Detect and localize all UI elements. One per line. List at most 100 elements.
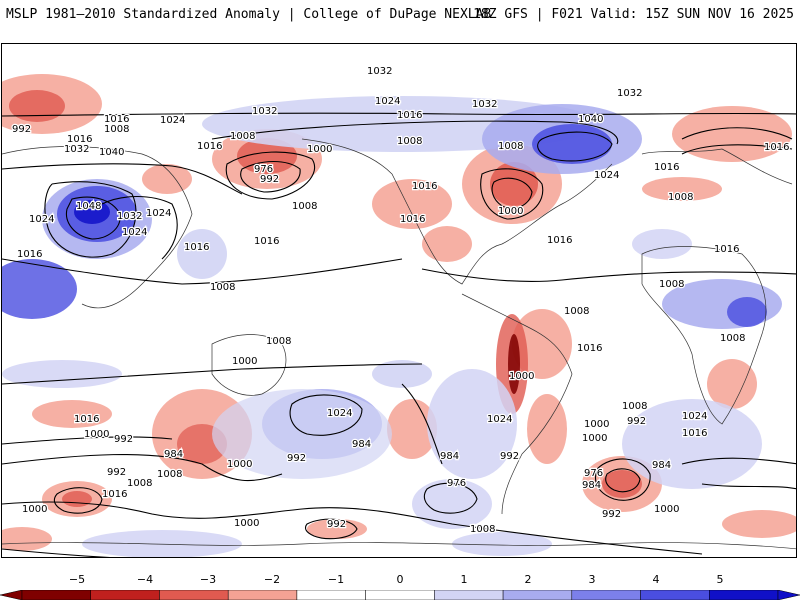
isobar-label: 1008 (266, 336, 291, 347)
isobar-label: 1016 (547, 235, 572, 246)
isobar-label: 1008 (564, 306, 589, 317)
coastline-africa (641, 246, 767, 425)
isobar-label: 1000 (654, 504, 679, 515)
isobar-label: 1016 (412, 181, 437, 192)
isobar (595, 458, 651, 501)
isobar-label: 1000 (582, 433, 607, 444)
isobar-label: 984 (352, 439, 371, 450)
isobar-label: 984 (440, 451, 459, 462)
coastlines (2, 138, 796, 550)
isobar (2, 363, 423, 385)
isobar (289, 394, 363, 436)
isobar-label: 1032 (117, 211, 142, 222)
isobar (605, 468, 641, 493)
colorbar-tick-label: 2 (524, 573, 532, 586)
colorbar-arrow-left (0, 590, 23, 600)
model-run-info: 18Z GFS | F021 Valid: 15Z SUN NOV 16 202… (473, 7, 794, 22)
isobar-label: 1032 (472, 99, 497, 110)
isobar (681, 144, 793, 155)
isobar-label: 992 (287, 453, 306, 464)
colorbar-segment (434, 590, 504, 600)
colorbar: −5 −4 −3 −2 −1 0 1 2 3 4 5 (0, 570, 800, 600)
isobar (401, 383, 443, 465)
isobar (2, 112, 796, 117)
pos-anomaly (727, 297, 767, 327)
isobar-label: 1016 (764, 142, 789, 153)
isobar (701, 483, 796, 490)
colorbar-strip (0, 590, 800, 600)
isobar-label: 1016 (682, 428, 707, 439)
isobar-label: 1040 (578, 114, 603, 125)
isobar-label: 1016 (577, 343, 602, 354)
isobar-label: 1024 (29, 214, 54, 225)
colorbar-tick-label: 5 (716, 573, 724, 586)
isobar-label: 984 (164, 449, 183, 460)
isobar (101, 196, 178, 260)
isobar (65, 196, 121, 240)
neg-anomaly (142, 164, 192, 194)
map-canvas[interactable]: 1032 1032 1024 1032 1040 1032 992 1016 1… (2, 44, 797, 558)
isobar-label: 1016 (714, 244, 739, 255)
isobar-label: 1000 (509, 371, 534, 382)
colorbar-tick-label: −2 (263, 573, 281, 586)
isobar-label: 1016 (400, 214, 425, 225)
isobar-label: 1016 (184, 242, 209, 253)
isobar-label: 976 (254, 164, 273, 175)
isobar (2, 258, 403, 285)
isobar (240, 160, 301, 193)
isobar-label: 1048 (76, 201, 101, 212)
isobar (211, 120, 619, 145)
isobar-label: 1024 (594, 170, 619, 181)
isobar-label: 1008 (127, 478, 152, 489)
neg-anomaly (672, 106, 792, 162)
anomaly-map[interactable]: 1032 1032 1024 1032 1040 1032 992 1016 1… (1, 43, 797, 558)
neg-anomaly (9, 90, 65, 122)
isobar (304, 518, 358, 540)
neg-anomaly (387, 399, 437, 459)
isobar-label: 976 (584, 468, 603, 479)
isobar (225, 151, 315, 200)
isobar-label: 1008 (157, 469, 182, 480)
isobar-label: 1024 (375, 96, 400, 107)
neg-anomaly (642, 177, 722, 201)
isobar (537, 131, 613, 162)
isobar-label: 1008 (470, 524, 495, 535)
coastline-south-america (461, 293, 573, 515)
isobar-label: 1032 (367, 66, 392, 77)
isobar (2, 436, 173, 445)
isobar-label: 1016 (654, 162, 679, 173)
colorbar-segment (502, 590, 573, 600)
isobar-label: 992 (602, 509, 621, 520)
neg-anomaly (602, 470, 642, 498)
isobar-label: 1016 (67, 134, 92, 145)
isobar (681, 127, 793, 140)
isobar (2, 548, 110, 557)
isobar-label: 1008 (720, 333, 745, 344)
isobar-label: 992 (327, 519, 346, 530)
isobar-label: 1024 (487, 414, 512, 425)
isobar-label: 992 (500, 451, 519, 462)
isobar-label: 1008 (292, 201, 317, 212)
isobar (480, 168, 544, 220)
isobar (2, 501, 703, 555)
isobar (2, 163, 243, 195)
pos-anomaly (632, 229, 692, 259)
isobar (491, 177, 533, 209)
neg-anomaly (62, 491, 92, 507)
isobar-label: 1024 (327, 408, 352, 419)
colorbar-segment (227, 590, 298, 600)
isobar-label: 1016 (104, 114, 129, 125)
pos-anomaly (622, 399, 762, 489)
isobar-label: 984 (652, 460, 671, 471)
neg-anomaly (527, 394, 567, 464)
isobar-label: 1008 (498, 141, 523, 152)
neg-anomaly (422, 226, 472, 262)
colorbar-tick-label: 3 (588, 573, 596, 586)
pos-anomaly (372, 360, 432, 388)
coastline-europe (641, 148, 793, 185)
isobar-label: 992 (107, 467, 126, 478)
neg-anomaly (372, 179, 452, 229)
isobar-label: 992 (627, 416, 646, 427)
colorbar-segment (365, 590, 435, 600)
pos-anomaly (177, 229, 227, 279)
